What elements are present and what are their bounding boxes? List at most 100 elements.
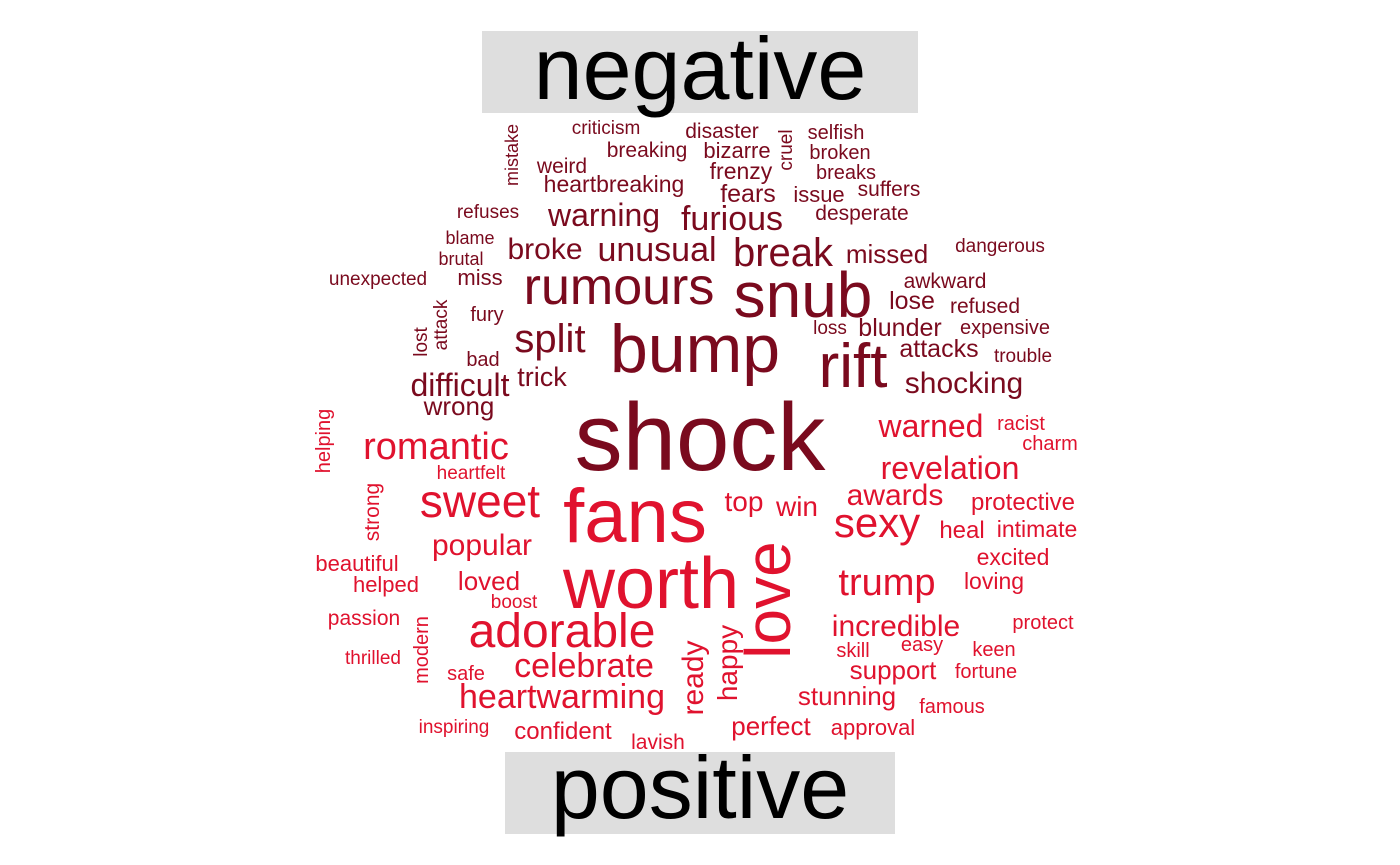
- word-approval: approval: [831, 715, 915, 740]
- word-ready: ready: [677, 640, 710, 715]
- word-top: top: [725, 486, 764, 517]
- word-inspiring: inspiring: [419, 717, 490, 738]
- word-breaking: breaking: [607, 139, 688, 162]
- word-romantic: romantic: [363, 426, 509, 468]
- word-keen: keen: [972, 639, 1015, 661]
- word-loss: loss: [813, 318, 847, 339]
- word-furious: furious: [681, 200, 783, 238]
- word-criticism: criticism: [572, 118, 641, 139]
- word-bizarre: bizarre: [703, 138, 770, 163]
- word-worth: worth: [562, 544, 739, 624]
- word-bump: bump: [610, 311, 780, 387]
- word-beautiful: beautiful: [315, 551, 398, 576]
- word-selfish: selfish: [808, 122, 865, 144]
- word-trick: trick: [517, 362, 567, 392]
- word-rift: rift: [819, 332, 888, 401]
- word-unexpected: unexpected: [329, 269, 427, 290]
- word-famous: famous: [919, 696, 985, 718]
- word-disaster: disaster: [685, 120, 759, 143]
- word-lavish: lavish: [631, 731, 685, 754]
- negative-header-label: negative: [534, 19, 867, 118]
- word-intimate: intimate: [997, 516, 1078, 542]
- word-fears: fears: [720, 180, 776, 208]
- word-trouble: trouble: [994, 346, 1052, 367]
- word-expensive: expensive: [960, 317, 1050, 339]
- word-skill: skill: [836, 640, 869, 662]
- word-protective: protective: [971, 489, 1075, 516]
- word-desperate: desperate: [815, 202, 908, 225]
- word-fury: fury: [470, 304, 503, 326]
- word-adorable: adorable: [469, 605, 656, 658]
- word-modern: modern: [411, 616, 433, 684]
- word-thrilled: thrilled: [345, 648, 401, 669]
- word-miss: miss: [457, 265, 502, 290]
- word-break: break: [733, 231, 834, 275]
- word-racist: racist: [997, 413, 1045, 435]
- word-lost: lost: [411, 327, 432, 357]
- word-bad: bad: [466, 349, 499, 371]
- word-refused: refused: [950, 295, 1020, 318]
- word-shock: shock: [575, 384, 827, 491]
- word-incredible: incredible: [832, 610, 960, 643]
- word-safe: safe: [447, 663, 485, 685]
- word-missed: missed: [846, 239, 928, 269]
- word-love: love: [732, 541, 804, 658]
- word-attack: attack: [431, 299, 452, 350]
- word-cruel: cruel: [776, 129, 797, 170]
- word-weird: weird: [536, 155, 587, 178]
- word-mistake: mistake: [502, 124, 522, 186]
- word-shocking: shocking: [905, 367, 1023, 400]
- word-blunder: blunder: [858, 314, 941, 342]
- word-refuses: refuses: [457, 202, 519, 223]
- word-helped: helped: [353, 572, 419, 597]
- word-fans: fans: [563, 474, 707, 559]
- word-excited: excited: [977, 544, 1050, 570]
- word-issue: issue: [793, 182, 844, 207]
- positive-header-box: [505, 752, 895, 834]
- word-rumours: rumours: [524, 258, 715, 316]
- word-frenzy: frenzy: [710, 158, 773, 184]
- word-sexy: sexy: [834, 499, 920, 546]
- word-lose: lose: [889, 287, 935, 315]
- word-protect: protect: [1012, 612, 1074, 634]
- word-boost: boost: [491, 592, 538, 613]
- word-warning: warning: [547, 197, 660, 233]
- word-suffers: suffers: [858, 178, 921, 201]
- word-awkward: awkward: [904, 270, 987, 293]
- word-heartfelt: heartfelt: [437, 463, 506, 484]
- word-easy: easy: [901, 634, 943, 656]
- word-awards: awards: [847, 479, 944, 512]
- word-breaks: breaks: [816, 162, 876, 184]
- word-dangerous: dangerous: [955, 236, 1045, 257]
- word-happy: happy: [712, 625, 743, 701]
- word-passion: passion: [328, 607, 400, 630]
- word-popular: popular: [432, 529, 532, 562]
- word-split: split: [514, 317, 585, 361]
- positive-header-label: positive: [551, 738, 849, 837]
- word-broken: broken: [809, 142, 870, 164]
- word-unusual: unusual: [597, 231, 716, 269]
- word-heal: heal: [939, 517, 984, 544]
- word-brutal: brutal: [438, 249, 483, 269]
- word-snub: snub: [734, 259, 873, 331]
- word-attacks: attacks: [899, 335, 978, 363]
- word-perfect: perfect: [731, 711, 811, 741]
- word-loving: loving: [964, 568, 1024, 594]
- word-heartwarming: heartwarming: [459, 678, 665, 716]
- word-stunning: stunning: [798, 681, 896, 711]
- word-trump: trump: [838, 562, 935, 604]
- word-confident: confident: [514, 718, 612, 745]
- word-revelation: revelation: [881, 450, 1020, 486]
- word-wrong: wrong: [423, 391, 495, 421]
- word-heartbreaking: heartbreaking: [544, 171, 685, 197]
- word-strong: strong: [361, 483, 384, 541]
- word-win: win: [775, 491, 818, 522]
- word-fortune: fortune: [955, 661, 1017, 683]
- word-blame: blame: [445, 228, 494, 248]
- word-charm: charm: [1022, 433, 1078, 455]
- word-support: support: [850, 655, 937, 685]
- word-difficult: difficult: [410, 367, 509, 403]
- word-sweet: sweet: [420, 475, 540, 527]
- word-broke: broke: [507, 233, 582, 266]
